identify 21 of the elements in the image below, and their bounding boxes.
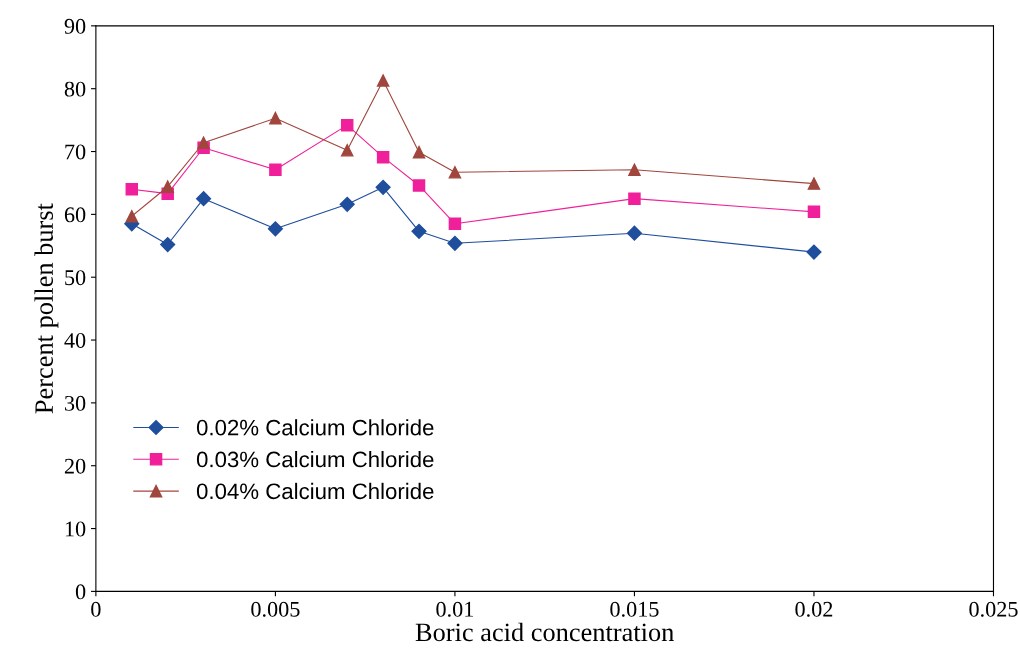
y-tick-label: 0	[75, 584, 86, 600]
y-tick-label: 70	[65, 144, 86, 160]
x-tick-label: 0	[91, 601, 101, 617]
y-tick-label: 50	[65, 270, 86, 286]
y-tick-label: 10	[65, 521, 86, 537]
x-tick-label: 0.02	[795, 601, 833, 617]
y-tick-label: 60	[64, 207, 86, 223]
y-tick-label: 80	[64, 81, 86, 97]
y-tick-label: 40	[64, 332, 86, 348]
x-axis-title: Boric acid concentration	[415, 622, 674, 642]
x-tick-label: 0.015	[610, 601, 659, 617]
x-tick-label: 0.025	[969, 601, 1018, 617]
legend-label: 0.04% Calcium Chloride	[196, 482, 434, 500]
legend-label: 0.02% Calcium Chloride	[196, 419, 434, 436]
y-tick-label: 30	[65, 395, 86, 411]
legend-label: 0.03% Calcium Chloride	[196, 450, 434, 468]
y-tick-label: 20	[64, 458, 86, 474]
x-tick-label: 0.005	[251, 601, 300, 617]
y-axis-title: Percent pollen burst	[34, 203, 59, 414]
x-tick-label: 0.01	[436, 601, 474, 617]
y-tick-label: 90	[64, 18, 86, 34]
